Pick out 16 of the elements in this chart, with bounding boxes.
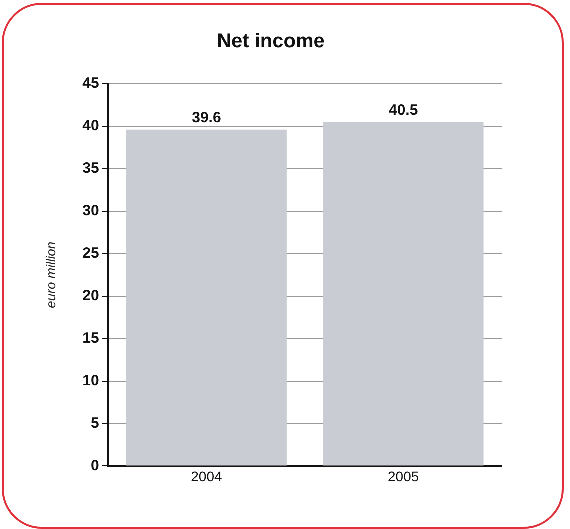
y-tick-label: 20: [82, 287, 100, 304]
y-tick-label: 35: [82, 160, 100, 178]
data-label: 39.6: [192, 110, 222, 127]
y-axis-title: euro million: [43, 242, 58, 308]
y-tick-label: 45: [82, 75, 100, 92]
x-tick-label: 2005: [388, 468, 420, 484]
y-tick-label: 10: [82, 372, 100, 390]
y-tick-label: 5: [90, 414, 100, 432]
chart-title: Net income: [217, 30, 325, 53]
y-tick-label: 30: [82, 202, 100, 220]
y-tick-label: 0: [90, 457, 100, 474]
y-tick-label: 40: [82, 118, 100, 135]
y-tick-label: 15: [82, 330, 100, 347]
x-tick-label: 2004: [191, 468, 222, 484]
data-label: 40.5: [388, 102, 418, 119]
y-tick-label: 25: [82, 245, 100, 262]
